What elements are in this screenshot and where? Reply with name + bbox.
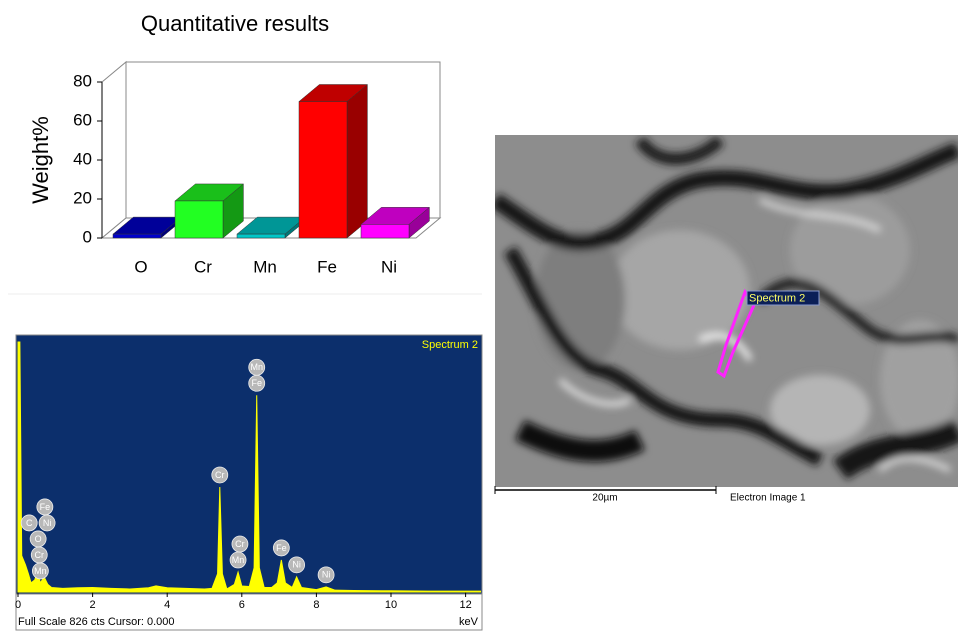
x-tick-label: 6 bbox=[239, 599, 245, 611]
x-axis-label: keV bbox=[459, 616, 479, 628]
x-tick-label: 4 bbox=[164, 599, 170, 611]
y-tick-label: 0 bbox=[83, 227, 92, 246]
peak-label: C bbox=[26, 518, 33, 528]
peak-label: Mn bbox=[232, 555, 245, 565]
peak-label: Mn bbox=[34, 566, 47, 576]
x-tick-label: Cr bbox=[194, 257, 212, 276]
bar-panel: Quantitative results Weight% 0 20 40 60 80 O C… bbox=[8, 11, 482, 294]
y-tick-label: 40 bbox=[73, 149, 92, 168]
x-tick-label: Ni bbox=[381, 257, 397, 276]
region-label: Spectrum 2 bbox=[749, 292, 805, 304]
side-wall bbox=[102, 62, 126, 238]
figure: Quantitative results Weight% 020406080OC… bbox=[0, 0, 958, 631]
bar bbox=[113, 234, 161, 238]
x-tick-label: Mn bbox=[253, 257, 277, 276]
peak-label: Fe bbox=[251, 378, 262, 388]
electron-image: Spectrum 2 bbox=[495, 135, 958, 487]
bar-side bbox=[347, 85, 367, 239]
peak-label: O bbox=[35, 534, 42, 544]
x-tick-label: 8 bbox=[313, 599, 319, 611]
y-tick-label: 60 bbox=[73, 110, 92, 129]
image-caption: Electron Image 1 bbox=[730, 493, 806, 504]
x-tick-label: 0 bbox=[15, 599, 21, 611]
chart-title: Quantitative results bbox=[141, 11, 329, 36]
y-axis-label: Weight% bbox=[28, 116, 53, 204]
spectrum-plot-area bbox=[16, 335, 482, 594]
peak-label: Ni bbox=[292, 560, 301, 570]
peak-label: Cr bbox=[215, 470, 225, 480]
peak-label: Fe bbox=[276, 543, 287, 553]
y-tick-label: 20 bbox=[73, 188, 92, 207]
peak-label: Mn bbox=[250, 362, 263, 372]
x-tick-label: 10 bbox=[385, 599, 397, 611]
bar bbox=[237, 234, 285, 238]
x-tick-label: Fe bbox=[317, 257, 337, 276]
peak-label: Cr bbox=[35, 550, 45, 560]
peak-label: Cr bbox=[235, 539, 245, 549]
peak-label: Ni bbox=[322, 570, 331, 580]
spectrum-panel: Full Scale 826 cts Cursor: 0.000 keV Spe… bbox=[15, 335, 482, 630]
back-wall bbox=[126, 62, 440, 218]
bar bbox=[175, 201, 223, 238]
peak-label: Fe bbox=[40, 502, 51, 512]
peak-label: Ni bbox=[43, 518, 52, 528]
bar bbox=[361, 224, 409, 238]
y-tick-label: 80 bbox=[73, 71, 92, 90]
x-tick-label: O bbox=[134, 257, 147, 276]
scale-bar-label: 20µm bbox=[592, 493, 617, 504]
legend-label: Spectrum 2 bbox=[422, 339, 478, 351]
x-tick-label: 2 bbox=[90, 599, 96, 611]
spectrum-footer: Full Scale 826 cts Cursor: 0.000 bbox=[18, 616, 175, 628]
bar bbox=[299, 102, 347, 239]
x-tick-label: 12 bbox=[459, 599, 471, 611]
